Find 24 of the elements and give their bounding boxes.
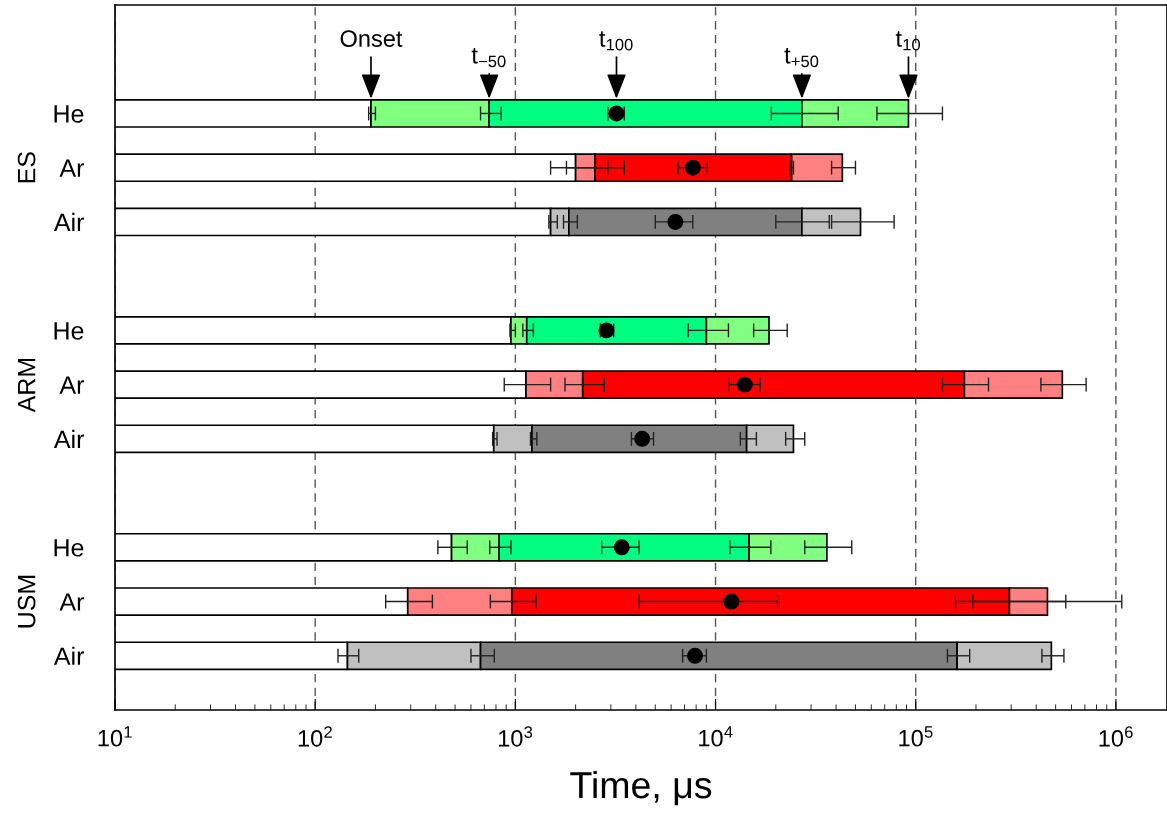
x-tick-label: 10$^{4}$ [699,726,733,747]
text: USM [17,575,36,628]
annotation: Onset [340,30,403,47]
annotation: t$_{100}$ [599,31,633,51]
x-tick-label: 10$^{1}$ [98,726,132,747]
text: ES [17,152,36,183]
y-tick-label: Ar [59,376,85,394]
annotation: t$_{−50}$ [471,48,506,68]
x-tick-label: 10$^{3}$ [498,726,533,747]
y-tick-label: Ar [59,159,85,177]
y-tick-label: Air [53,429,85,448]
x-tick-label: 10$^{5}$ [899,726,933,747]
annotation: t$_{+50}$ [784,48,819,68]
text: ARM [18,358,36,413]
x-tick-label: 10$^{6}$ [1099,726,1133,747]
x-tick-label: 10$^{2}$ [298,726,332,747]
y-tick-label: He [54,322,84,340]
annotation: t$_{10}$ [895,31,920,51]
y-tick-label: He [54,105,84,123]
y-tick-label: Air [53,646,85,665]
y-tick-label: Air [53,212,85,231]
x-axis-title: Time, μs [570,770,712,806]
y-tick-label: He [54,539,84,557]
y-tick-label: Ar [59,593,85,611]
